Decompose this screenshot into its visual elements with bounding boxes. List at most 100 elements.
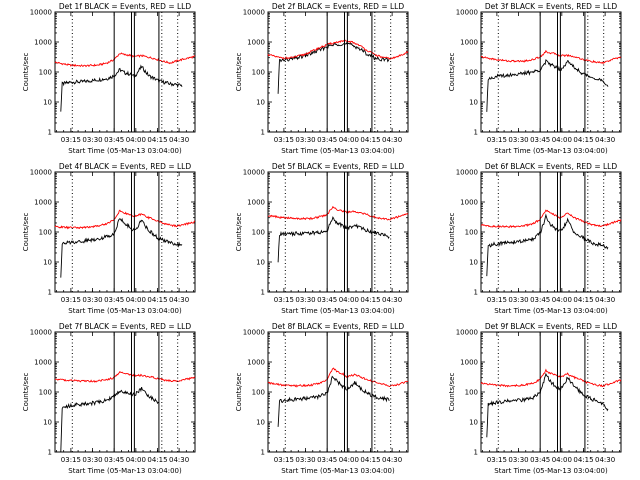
x-tick-label: 04:00 [126, 136, 146, 144]
y-tick-label: 10 [256, 99, 265, 107]
y-tick-label: 1000 [247, 199, 265, 207]
y-tick-label: 10 [256, 259, 265, 267]
y-tick-label: 10000 [30, 169, 52, 177]
x-tick-label: 04:15 [360, 456, 380, 464]
y-tick-label: 10000 [243, 329, 265, 337]
y-tick-label: 1 [261, 289, 265, 297]
y-axis-label: Counts/sec [448, 373, 456, 412]
x-tick-label: 03:45 [317, 296, 337, 304]
y-tick-label: 1000 [460, 359, 478, 367]
series-lld [480, 368, 622, 388]
detector-panel-2: Det 2f BLACK = Events, RED = LLD Counts/s… [235, 2, 409, 155]
y-tick-label: 1000 [247, 359, 265, 367]
series-events [486, 213, 609, 277]
plot-frame [480, 331, 622, 453]
series-lld [481, 49, 622, 65]
x-tick-label: 03:30 [82, 136, 102, 144]
series-lld [267, 367, 409, 388]
y-tick-label: 100 [252, 69, 265, 77]
detector-panel-6: Det 6f BLACK = Events, RED = LLD Counts/s… [448, 162, 622, 315]
y-tick-label: 1 [48, 449, 52, 457]
y-tick-label: 1000 [34, 39, 52, 47]
y-tick-label: 1000 [460, 39, 478, 47]
x-tick-label: 04:15 [360, 296, 380, 304]
x-tick-label: 04:30 [382, 456, 402, 464]
plot-frame [54, 11, 196, 133]
x-tick-label: 04:00 [339, 456, 359, 464]
series-lld [54, 52, 195, 68]
y-tick-label: 1 [48, 289, 52, 297]
detector-panel-7: Det 7f BLACK = Events, RED = LLD Counts/s… [22, 322, 196, 475]
x-axis-label: Start Time (05-Mar-13 03:04:00) [494, 467, 608, 475]
series-events [277, 216, 390, 263]
x-axis-label: Start Time (05-Mar-13 03:04:00) [68, 307, 182, 315]
series-lld [267, 205, 409, 221]
x-tick-label: 04:15 [573, 296, 593, 304]
y-tick-label: 10 [43, 259, 52, 267]
x-tick-label: 03:15 [487, 136, 507, 144]
x-tick-label: 03:15 [61, 456, 81, 464]
y-axis-label: Counts/sec [448, 53, 456, 92]
plot-frame [267, 171, 409, 293]
series-lld [54, 209, 196, 230]
series-lld [267, 39, 409, 60]
x-tick-label: 04:15 [147, 456, 167, 464]
chart-title: Det 3f BLACK = Events, RED = LLD [485, 2, 618, 11]
y-tick-label: 1 [474, 449, 478, 457]
x-tick-label: 03:45 [317, 456, 337, 464]
plot-frame [267, 331, 409, 453]
y-tick-label: 1 [474, 289, 478, 297]
chart-title: Det 7f BLACK = Events, RED = LLD [59, 322, 192, 331]
y-axis-label: Counts/sec [235, 373, 243, 412]
x-tick-label: 04:15 [147, 136, 167, 144]
x-tick-label: 04:15 [573, 456, 593, 464]
y-tick-label: 10 [256, 419, 265, 427]
x-tick-label: 03:45 [530, 136, 550, 144]
x-tick-label: 04:30 [595, 456, 615, 464]
y-tick-label: 10 [43, 419, 52, 427]
chart-title: Det 5f BLACK = Events, RED = LLD [272, 162, 405, 171]
y-tick-label: 10000 [456, 9, 478, 17]
x-tick-label: 03:15 [274, 296, 294, 304]
x-tick-label: 04:15 [573, 136, 593, 144]
y-tick-label: 100 [39, 69, 52, 77]
chart-title: Det 6f BLACK = Events, RED = LLD [485, 162, 618, 171]
detector-panel-8: Det 8f BLACK = Events, RED = LLD Counts/s… [235, 322, 409, 475]
detector-panel-4: Det 4f BLACK = Events, RED = LLD Counts/s… [22, 162, 196, 315]
y-tick-label: 10 [43, 99, 52, 107]
detector-panel-5: Det 5f BLACK = Events, RED = LLD Counts/s… [235, 162, 409, 315]
x-tick-label: 04:00 [339, 136, 359, 144]
y-tick-label: 1 [48, 129, 52, 137]
x-tick-label: 04:00 [126, 456, 146, 464]
chart-title: Det 8f BLACK = Events, RED = LLD [272, 322, 405, 331]
y-tick-label: 100 [252, 229, 265, 237]
x-tick-label: 03:15 [274, 456, 294, 464]
plot-frame [54, 331, 196, 453]
x-tick-label: 04:15 [360, 136, 380, 144]
x-tick-label: 04:30 [595, 136, 615, 144]
x-axis-label: Start Time (05-Mar-13 03:04:00) [68, 467, 182, 475]
series-events [486, 59, 609, 112]
x-tick-label: 03:15 [61, 136, 81, 144]
x-tick-label: 03:30 [295, 296, 315, 304]
y-axis-label: Counts/sec [235, 53, 243, 92]
x-axis-label: Start Time (05-Mar-13 03:04:00) [494, 307, 608, 315]
y-tick-label: 10000 [456, 169, 478, 177]
x-tick-label: 03:45 [530, 456, 550, 464]
x-tick-label: 03:30 [508, 136, 528, 144]
x-tick-label: 03:45 [530, 296, 550, 304]
x-tick-label: 03:30 [295, 136, 315, 144]
x-tick-label: 04:30 [382, 136, 402, 144]
x-tick-label: 04:00 [126, 296, 146, 304]
x-axis-label: Start Time (05-Mar-13 03:04:00) [281, 467, 395, 475]
x-tick-label: 03:45 [104, 296, 124, 304]
series-events [60, 386, 160, 453]
y-tick-label: 1 [261, 129, 265, 137]
x-tick-label: 04:00 [339, 296, 359, 304]
series-lld [480, 209, 622, 229]
series-events [60, 217, 183, 278]
x-tick-label: 04:00 [552, 456, 572, 464]
x-axis-label: Start Time (05-Mar-13 03:04:00) [68, 147, 182, 155]
y-axis-label: Counts/sec [22, 53, 30, 92]
y-tick-label: 10000 [243, 9, 265, 17]
